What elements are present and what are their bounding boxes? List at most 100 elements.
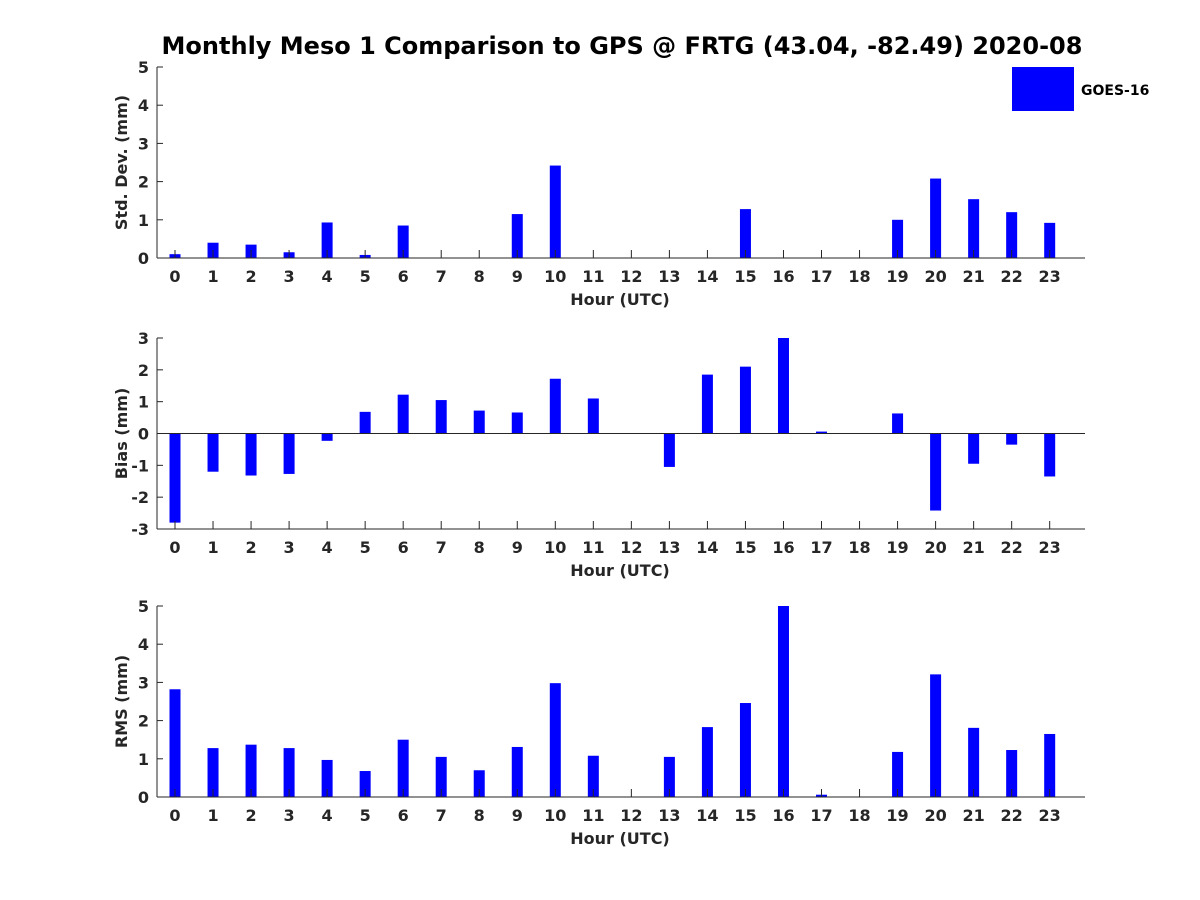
- x-tick-label: 20: [924, 538, 946, 557]
- bar: [968, 433, 980, 464]
- bar: [549, 683, 561, 797]
- bar: [359, 771, 371, 797]
- bar: [207, 748, 219, 797]
- bar: [359, 411, 371, 434]
- bar: [892, 413, 904, 434]
- x-tick-label: 11: [582, 538, 604, 557]
- x-tick-label: 13: [658, 538, 680, 557]
- bar: [511, 412, 523, 434]
- x-tick-label: 6: [398, 267, 409, 286]
- bar: [816, 431, 828, 434]
- bar: [701, 374, 713, 434]
- y-tick-label: -3: [131, 520, 149, 539]
- bar: [968, 727, 980, 797]
- bar: [930, 178, 942, 258]
- y-tick-label: -1: [131, 456, 149, 475]
- bar: [777, 338, 789, 434]
- bar: [1044, 433, 1056, 477]
- x-tick-label: 22: [1001, 806, 1023, 825]
- x-tick-label: 2: [245, 267, 256, 286]
- x-tick-label: 15: [734, 538, 756, 557]
- x-tick-label: 23: [1039, 806, 1061, 825]
- legend-swatch: [1012, 67, 1074, 111]
- y-tick-label: 2: [138, 361, 149, 380]
- y-tick-label: 1: [138, 211, 149, 230]
- x-tick-label: 20: [924, 806, 946, 825]
- x-tick-label: 20: [924, 267, 946, 286]
- y-tick-label: 3: [138, 134, 149, 153]
- x-tick-label: 0: [169, 806, 180, 825]
- x-tick-label: 1: [207, 806, 218, 825]
- x-tick-label: 3: [284, 538, 295, 557]
- x-tick-label: 13: [658, 267, 680, 286]
- y-axis-label: Bias (mm): [112, 388, 131, 480]
- bar: [1006, 433, 1018, 445]
- x-tick-label: 18: [848, 538, 870, 557]
- bar: [777, 606, 789, 797]
- x-tick-label: 4: [322, 806, 333, 825]
- x-tick-label: 7: [436, 806, 447, 825]
- bar: [473, 410, 485, 434]
- x-tick-label: 3: [284, 806, 295, 825]
- bar: [245, 744, 257, 797]
- x-tick-label: 22: [1001, 538, 1023, 557]
- bar: [930, 674, 942, 797]
- x-tick-label: 8: [474, 538, 485, 557]
- bar: [549, 165, 561, 258]
- bar: [892, 751, 904, 797]
- x-tick-label: 9: [512, 267, 523, 286]
- y-tick-label: 3: [138, 329, 149, 348]
- bar: [587, 398, 599, 434]
- bar: [245, 433, 257, 476]
- bar: [397, 225, 409, 258]
- x-tick-label: 6: [398, 806, 409, 825]
- x-tick-label: 10: [544, 538, 566, 557]
- y-tick-label: 1: [138, 393, 149, 412]
- x-tick-label: 19: [886, 806, 908, 825]
- x-axis-label: Hour (UTC): [570, 561, 670, 580]
- x-axis-label: Hour (UTC): [570, 290, 670, 309]
- bar: [739, 366, 751, 434]
- bar: [283, 748, 295, 797]
- bar: [169, 433, 181, 523]
- bar: [663, 433, 675, 467]
- bar: [321, 222, 333, 258]
- y-tick-label: 0: [138, 425, 149, 444]
- x-tick-label: 9: [512, 538, 523, 557]
- x-tick-label: 14: [696, 538, 718, 557]
- bar: [207, 433, 219, 472]
- y-axis-label: RMS (mm): [112, 655, 131, 748]
- bar: [587, 755, 599, 797]
- x-tick-label: 1: [207, 538, 218, 557]
- bar: [321, 433, 333, 441]
- x-tick-label: 15: [734, 267, 756, 286]
- bar: [930, 433, 942, 511]
- x-tick-label: 5: [360, 806, 371, 825]
- x-tick-label: 12: [620, 267, 642, 286]
- x-tick-label: 17: [810, 538, 832, 557]
- x-tick-label: 8: [474, 806, 485, 825]
- x-tick-label: 2: [245, 806, 256, 825]
- bar: [549, 378, 561, 434]
- x-tick-label: 21: [962, 806, 984, 825]
- legend: GOES-16: [1012, 67, 1149, 111]
- x-tick-label: 19: [886, 267, 908, 286]
- bar: [435, 756, 447, 797]
- x-axis-label: Hour (UTC): [570, 829, 670, 848]
- y-tick-label: 3: [138, 673, 149, 692]
- x-tick-label: 10: [544, 806, 566, 825]
- x-tick-label: 18: [848, 806, 870, 825]
- bar: [968, 199, 980, 258]
- y-tick-label: 0: [138, 249, 149, 268]
- bar: [511, 214, 523, 258]
- bar: [511, 746, 523, 797]
- x-tick-label: 11: [582, 267, 604, 286]
- x-tick-label: 0: [169, 538, 180, 557]
- x-tick-label: 12: [620, 806, 642, 825]
- x-tick-label: 16: [772, 538, 794, 557]
- bar: [1044, 222, 1056, 258]
- y-tick-label: 5: [138, 597, 149, 616]
- bar: [739, 209, 751, 258]
